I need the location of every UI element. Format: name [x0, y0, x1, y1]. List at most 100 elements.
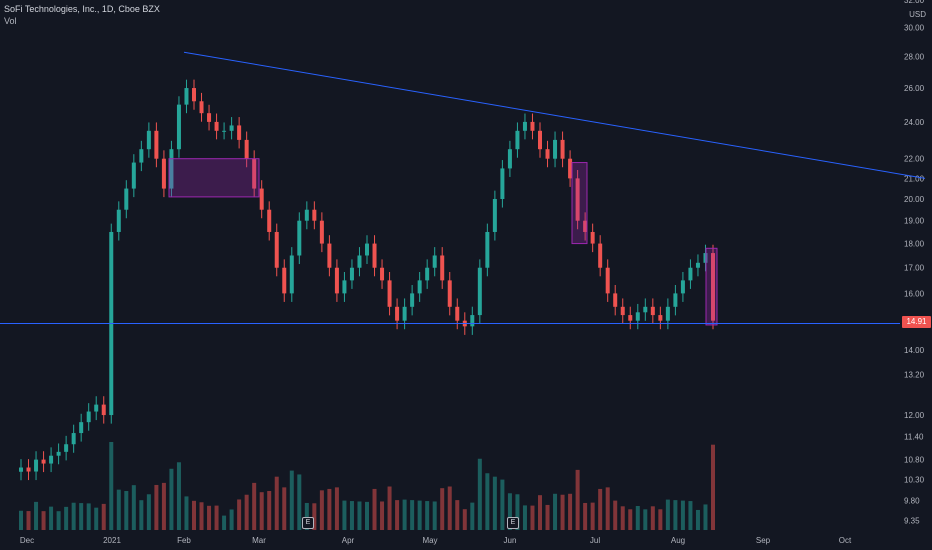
volume-bar [109, 442, 114, 530]
volume-bar [402, 499, 407, 530]
candle-body [553, 139, 558, 159]
volume-bar [289, 470, 294, 530]
volume-bar [252, 482, 257, 530]
volume-bar [327, 488, 332, 530]
earnings-event-icon[interactable]: E [507, 517, 519, 529]
candle-body [207, 113, 212, 122]
volume-bar [146, 494, 151, 530]
x-axis-tick-label: May [422, 536, 437, 545]
volume-bar [703, 504, 708, 530]
volume-bar [267, 490, 272, 530]
x-axis-tick-label: Dec [20, 536, 34, 545]
volume-bar [688, 501, 693, 530]
volume-bar [695, 509, 700, 530]
volume-bar [101, 503, 106, 530]
volume-bar [34, 501, 39, 530]
volume-bar [229, 509, 234, 530]
y-axis-tick-label: 26.00 [904, 84, 925, 93]
volume-bar [447, 486, 452, 530]
y-axis-tick-label: 10.80 [904, 456, 925, 465]
candle-body [101, 404, 106, 416]
candle-body [470, 315, 475, 327]
candle-body [447, 280, 452, 307]
volume-bar [86, 503, 91, 530]
candle-body [658, 315, 663, 321]
y-axis-tick-label: 22.00 [904, 155, 925, 164]
volume-bar [49, 506, 54, 530]
candle-body [417, 280, 422, 294]
y-axis-tick-label: 18.00 [904, 240, 925, 249]
candle-body [455, 306, 460, 321]
y-axis-tick-label: 24.00 [904, 118, 925, 127]
candle-body [410, 293, 415, 307]
highlight-zone [571, 162, 588, 245]
volume-bar [680, 500, 685, 530]
x-axis-tick-label: Mar [252, 536, 266, 545]
earnings-event-icon[interactable]: E [302, 517, 314, 529]
candle-body [380, 267, 385, 281]
candle-body [237, 125, 242, 140]
volume-label[interactable]: Vol [4, 16, 17, 26]
volume-bar [620, 506, 625, 530]
y-axis-tick-label: 9.80 [904, 497, 920, 506]
volume-bar [19, 510, 23, 530]
symbol-title[interactable]: SoFi Technologies, Inc., 1D, Cboe BZX [4, 4, 160, 14]
candle-body [94, 404, 99, 412]
volume-bar [282, 487, 287, 530]
candle-body [349, 267, 354, 281]
candle-body [538, 130, 542, 150]
candle-body [304, 209, 309, 221]
candle-body [139, 149, 144, 163]
candle-body [583, 220, 588, 232]
volume-bar [274, 476, 279, 530]
candle-body [395, 306, 400, 321]
volume-bar [64, 506, 69, 530]
y-axis-tick-label: 20.00 [904, 195, 925, 204]
volume-bar [538, 495, 542, 530]
candle-body [568, 158, 573, 179]
volume-bar [711, 444, 715, 530]
volume-bar [492, 476, 497, 530]
volume-bar [650, 506, 655, 530]
candle-body [131, 162, 136, 189]
candle-body [64, 444, 69, 452]
volume-bar [319, 490, 324, 530]
volume-bar [131, 485, 136, 530]
candle-body [665, 306, 670, 321]
candle-body [274, 231, 279, 268]
highlight-zone [168, 158, 260, 198]
candle-body [26, 467, 31, 472]
volume-bar [237, 499, 242, 530]
volume-bar [192, 500, 196, 530]
volume-bar [297, 474, 302, 530]
candle-body [267, 209, 272, 232]
candle-body [169, 149, 174, 189]
volume-bar [432, 501, 437, 530]
candle-body [297, 220, 302, 256]
x-axis-tick-label: Apr [342, 536, 355, 545]
y-axis-tick-label: 28.00 [904, 53, 925, 62]
volume-bar [485, 473, 490, 530]
y-axis-tick-label: 32.00 [904, 0, 925, 5]
candle-body [703, 253, 708, 263]
volume-bar [222, 515, 227, 530]
volume-bar [259, 492, 264, 530]
candle-body [402, 306, 407, 321]
volume-bar [522, 505, 527, 530]
candle-body [259, 188, 264, 210]
highlight-zone [705, 247, 718, 326]
x-axis-tick-label: Aug [671, 536, 685, 545]
candle-body [214, 121, 219, 131]
candle-body [387, 280, 392, 307]
candle-body [154, 130, 159, 159]
candle-body [485, 231, 490, 268]
y-axis-tick-label: 10.30 [904, 476, 925, 485]
volume-bar [342, 500, 347, 530]
volume-bar [139, 500, 144, 530]
candle-body [49, 455, 54, 464]
volume-bar [176, 462, 181, 530]
candle-body [357, 255, 362, 268]
x-axis-tick-label: Jun [504, 536, 517, 545]
candle-body [34, 459, 39, 472]
